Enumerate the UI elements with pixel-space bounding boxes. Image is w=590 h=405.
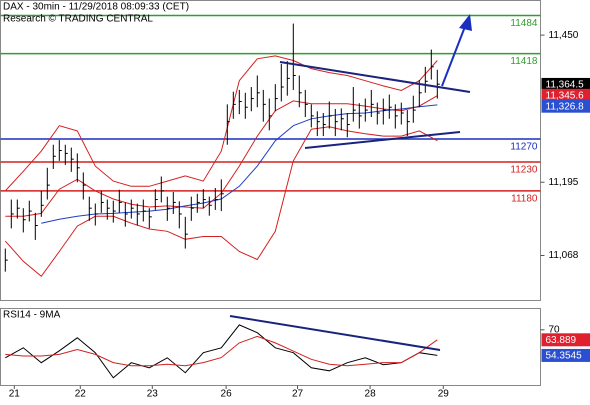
rsi-frame bbox=[1, 309, 541, 386]
price-tag-label: 54.3545 bbox=[546, 351, 583, 362]
x-tick-label: 26 bbox=[221, 389, 233, 400]
level-label: 11418 bbox=[510, 56, 538, 67]
y-tick-label: 11,068 bbox=[549, 250, 579, 261]
price-frame bbox=[1, 1, 541, 301]
level-label: 11484 bbox=[510, 18, 538, 29]
x-tick-label: 21 bbox=[9, 389, 21, 400]
x-tick-label: 22 bbox=[75, 389, 87, 400]
price-tag-label: 63.889 bbox=[546, 335, 577, 346]
chart-subtitle: Research © TRADING CENTRAL bbox=[3, 14, 153, 25]
x-tick-label: 29 bbox=[438, 389, 450, 400]
level-label: 11270 bbox=[510, 142, 538, 153]
level-label: 11180 bbox=[511, 194, 538, 205]
chart-title: DAX - 30min - 11/29/2018 08:09:33 (CET) bbox=[3, 2, 189, 13]
x-tick-label: 23 bbox=[147, 389, 159, 400]
price-tag-label: 11,326.8 bbox=[546, 101, 585, 112]
y-tick-label: 11,450 bbox=[549, 30, 579, 41]
y-tick-label: 11,195 bbox=[549, 177, 579, 188]
level-label: 11230 bbox=[510, 165, 538, 176]
x-tick-label: 27 bbox=[292, 389, 304, 400]
rsi-title: RSI14 - 9MA bbox=[3, 310, 61, 321]
x-tick-label: 28 bbox=[365, 389, 377, 400]
